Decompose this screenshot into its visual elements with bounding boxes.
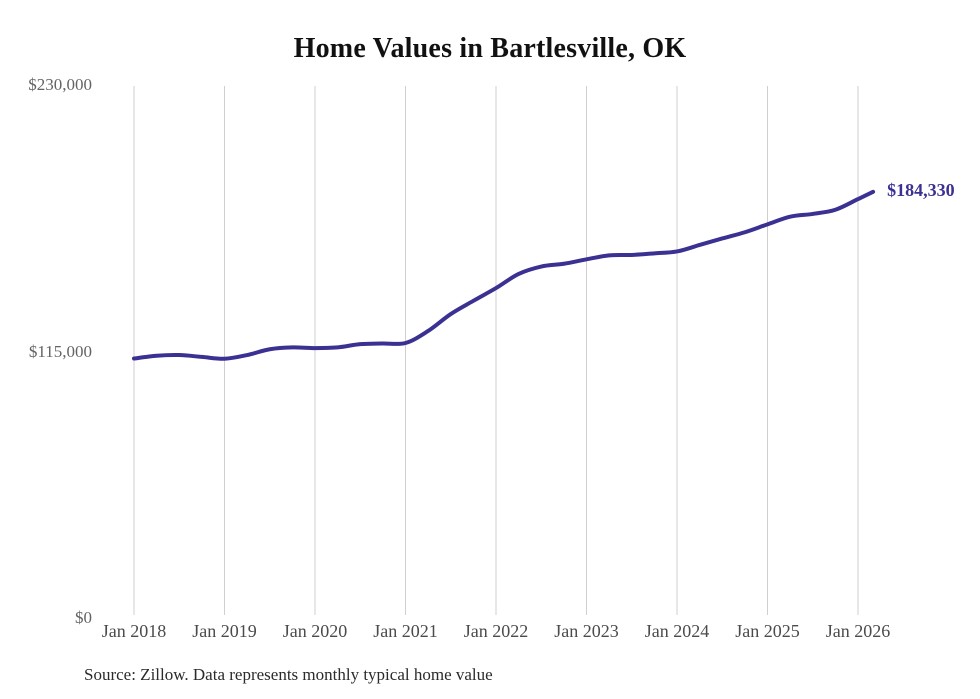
x-axis-tick-label: Jan 2021 xyxy=(373,621,438,641)
x-axis-tick-label: Jan 2026 xyxy=(825,621,891,641)
gridlines xyxy=(133,86,859,615)
y-axis-tick-label: $230,000 xyxy=(28,75,92,94)
x-axis-tick-label: Jan 2018 xyxy=(101,621,167,641)
y-axis-tick-label: $115,000 xyxy=(28,341,92,361)
end-value-annotation: $184,330 xyxy=(887,179,955,200)
chart-title: Home Values in Bartlesville, OK xyxy=(293,33,687,64)
x-axis-tick-label: Jan 2025 xyxy=(735,621,800,641)
x-axis-tick-label: Jan 2020 xyxy=(282,621,348,641)
x-axis-tick-label: Jan 2023 xyxy=(554,621,619,641)
x-axis-tick-label: Jan 2024 xyxy=(644,621,710,641)
y-axis-tick-label: $0 xyxy=(75,608,92,627)
value-line-series xyxy=(132,189,876,361)
source-note: Source: Zillow. Data represents monthly … xyxy=(84,665,493,684)
x-axis-tick-label: Jan 2019 xyxy=(192,621,257,641)
x-axis-tick-label: Jan 2022 xyxy=(463,621,529,641)
